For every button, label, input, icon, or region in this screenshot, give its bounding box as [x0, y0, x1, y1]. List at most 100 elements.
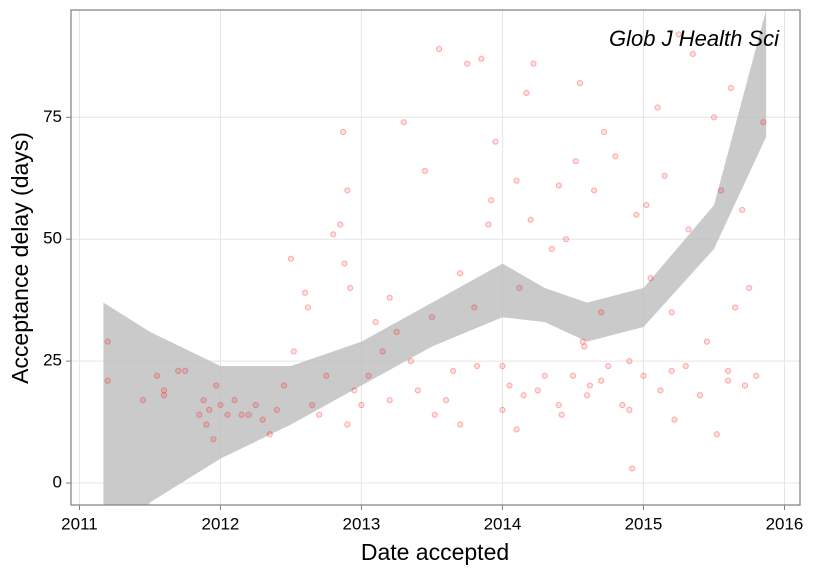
- point: [513, 177, 520, 184]
- point: [668, 309, 675, 316]
- point: [520, 392, 527, 399]
- point: [605, 362, 612, 370]
- y-tick-label: 75: [43, 107, 62, 126]
- point: [689, 50, 696, 57]
- point: [104, 338, 111, 345]
- point: [175, 367, 182, 374]
- x-tick-label: 2013: [343, 514, 381, 533]
- ticks: 2011 2012 2013 2014 2015 2016 0 25 50 75: [43, 107, 803, 534]
- point: [530, 60, 537, 67]
- annotation: Glob J Health Sci: [609, 26, 780, 51]
- point: [629, 465, 636, 472]
- point: [488, 197, 495, 204]
- point: [316, 411, 323, 418]
- point: [741, 382, 749, 389]
- point: [640, 372, 647, 379]
- point: [499, 362, 506, 370]
- point: [238, 411, 245, 418]
- point: [200, 397, 207, 404]
- point: [591, 187, 598, 194]
- point: [301, 289, 309, 296]
- point: [217, 401, 224, 409]
- point: [668, 367, 675, 374]
- point: [280, 382, 288, 389]
- marks: [103, 10, 767, 505]
- point: [541, 372, 548, 379]
- point: [598, 309, 605, 316]
- point: [379, 348, 386, 355]
- point: [259, 416, 266, 423]
- point: [196, 411, 203, 418]
- point: [569, 372, 577, 379]
- point: [583, 392, 591, 399]
- point: [724, 367, 732, 374]
- point: [579, 338, 586, 345]
- point: [400, 119, 407, 126]
- plot-border: [70, 9, 801, 506]
- point: [555, 401, 562, 409]
- point: [657, 387, 664, 394]
- point: [182, 367, 189, 374]
- point: [717, 187, 725, 194]
- point: [358, 401, 365, 409]
- point: [252, 401, 259, 409]
- point: [675, 31, 682, 38]
- point: [337, 221, 344, 228]
- point: [431, 411, 438, 418]
- point: [344, 421, 351, 428]
- point: [586, 382, 594, 389]
- point: [598, 377, 605, 384]
- point: [732, 304, 739, 311]
- point: [685, 226, 692, 233]
- point: [414, 387, 421, 394]
- point: [323, 372, 330, 379]
- point: [210, 436, 217, 443]
- point: [450, 367, 457, 374]
- point: [703, 338, 711, 345]
- point: [231, 397, 238, 404]
- point: [626, 406, 633, 414]
- point: [506, 382, 513, 389]
- point: [457, 421, 464, 428]
- point: [245, 411, 252, 418]
- point: [266, 431, 273, 438]
- point: [351, 387, 358, 394]
- point: [739, 206, 746, 214]
- point: [330, 231, 337, 238]
- x-tick-label: 2011: [61, 514, 98, 533]
- point: [457, 270, 464, 277]
- point: [344, 187, 351, 194]
- y-axis-title: Acceptance delay (days): [7, 132, 33, 384]
- point: [523, 89, 530, 97]
- point: [407, 358, 414, 365]
- point: [576, 80, 584, 87]
- x-tick-label: 2016: [766, 514, 804, 533]
- point: [643, 201, 650, 209]
- point: [558, 411, 565, 418]
- point: [473, 362, 481, 370]
- point: [654, 104, 661, 111]
- point: [435, 45, 443, 53]
- point: [581, 343, 588, 350]
- y-tick-label: 0: [53, 473, 62, 492]
- point: [626, 358, 633, 365]
- point: [206, 406, 213, 414]
- point: [442, 397, 450, 404]
- point: [428, 314, 436, 321]
- point: [527, 216, 534, 223]
- point: [661, 172, 668, 179]
- point: [287, 255, 295, 262]
- point: [619, 401, 626, 409]
- point: [347, 284, 354, 292]
- point: [682, 362, 689, 370]
- point: [753, 372, 760, 379]
- point: [572, 158, 579, 165]
- point: [710, 114, 718, 121]
- confidence-band: [103, 10, 767, 505]
- point: [513, 426, 520, 433]
- point: [160, 387, 168, 394]
- point: [499, 406, 506, 414]
- point: [516, 284, 523, 292]
- point: [671, 416, 678, 423]
